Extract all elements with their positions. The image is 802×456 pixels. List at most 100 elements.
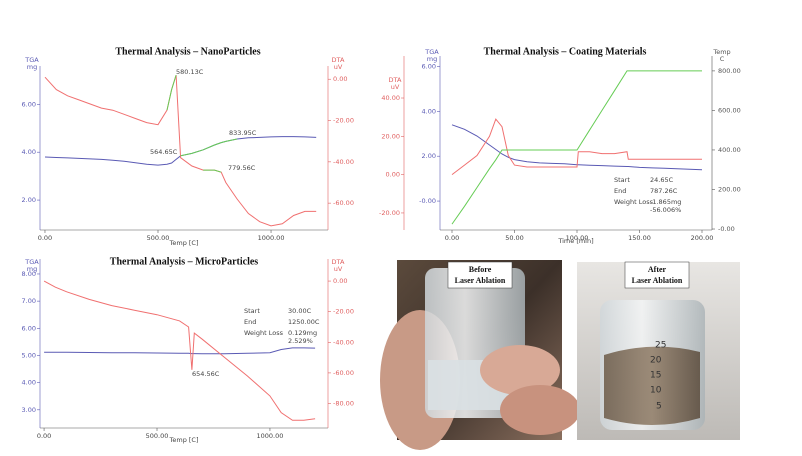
y-tick-label: 2.00: [22, 196, 36, 204]
data-line: [451, 70, 702, 225]
y2-tick-label: -40.00: [333, 338, 354, 346]
graduation: 25: [655, 341, 666, 351]
annotation: 779.56C: [228, 164, 256, 172]
y-axis-label: mg: [27, 265, 37, 273]
stat-text: Weight Loss: [244, 329, 284, 337]
photo-after: After Laser Ablation 25 20 15 10 5: [577, 261, 740, 440]
stat-text: 787.26C: [650, 187, 678, 195]
graduation: 5: [656, 402, 662, 412]
x-tick-label: 0.00: [38, 234, 52, 242]
stat-text: 2.529%: [288, 337, 313, 345]
stat-text: Start: [614, 176, 630, 184]
y-axis-label: TGA: [24, 56, 39, 64]
y2-tick-label: 40.00: [381, 94, 400, 102]
y2-axis-label: uV: [334, 265, 343, 273]
stat-text: End: [614, 187, 626, 195]
stat-text: 24.65C: [650, 176, 674, 184]
y2-tick-label: -20.00: [333, 308, 354, 316]
stat-text: -1.865mg: [650, 198, 681, 206]
y2-tick-label: -60.00: [333, 369, 354, 377]
y2-tick-label: -60.00: [333, 199, 354, 207]
y3-tick-label: 400.00: [718, 146, 741, 154]
y2-axis-label: DTA: [389, 76, 402, 84]
x-tick-label: 0.00: [37, 432, 51, 440]
y2-tick-label: 0.00: [386, 171, 400, 179]
annotation: 564.65C: [150, 148, 178, 156]
y2-tick-label: -80.00: [333, 400, 354, 408]
y2-tick-label: -20.00: [379, 209, 400, 217]
y-axis-label: TGA: [24, 258, 39, 266]
y-tick-label: -0.00: [419, 197, 436, 205]
graduation: 15: [650, 371, 661, 381]
x-tick-label: 1000.00: [258, 234, 285, 242]
x-tick-label: 150.00: [628, 234, 651, 242]
photo-label: After: [648, 265, 667, 274]
x-tick-label: 50.00: [505, 234, 524, 242]
chart-title: Thermal Analysis – NanoParticles: [115, 46, 260, 57]
data-line: [451, 118, 702, 175]
y2-tick-label: 0.00: [333, 277, 347, 285]
y-tick-label: 8.00: [22, 270, 36, 278]
photo-label: Before: [469, 265, 492, 274]
y-axis-label: TGA: [424, 48, 439, 56]
x-tick-label: 200.00: [691, 234, 714, 242]
x-axis-label: Time [min]: [557, 237, 593, 245]
stat-text: 30.00C: [288, 307, 312, 315]
y2-axis-label: DTA: [332, 258, 345, 266]
graduation: 10: [650, 386, 662, 396]
annotation: 654.56C: [192, 370, 220, 378]
annotation: 833.95C: [229, 129, 257, 137]
y2-tick-label: 0.00: [333, 75, 347, 83]
stat-text: End: [244, 318, 256, 326]
data-line: [44, 347, 316, 355]
x-tick-label: 500.00: [147, 234, 170, 242]
y3-tick-label: 600.00: [718, 106, 741, 114]
y2-axis-label: uV: [334, 63, 343, 71]
data-line: [180, 138, 238, 157]
y-tick-label: 6.00: [22, 100, 36, 108]
y-tick-label: 3.00: [22, 406, 36, 414]
graduation: 20: [650, 356, 662, 366]
x-tick-label: 100.00: [566, 234, 589, 242]
stat-text: 0.129mg: [288, 329, 317, 337]
y2-tick-label: -40.00: [333, 158, 354, 166]
y3-axis-label: Temp: [712, 48, 730, 56]
stat-text: 1250.00C: [288, 318, 320, 326]
y3-tick-label: 200.00: [718, 185, 741, 193]
photo-label: Laser Ablation: [632, 276, 683, 285]
chart-title: Thermal Analysis – MicroParticles: [110, 256, 259, 267]
y2-tick-label: -20.00: [333, 117, 354, 125]
y3-axis-label: C: [720, 55, 725, 63]
x-axis-label: Temp [C]: [169, 239, 199, 247]
y-tick-label: 6.00: [422, 62, 436, 70]
chart-title: Thermal Analysis – Coating Materials: [484, 46, 647, 57]
y-axis-label: mg: [427, 55, 437, 63]
y-axis-label: mg: [27, 63, 37, 71]
y-tick-label: 6.00: [22, 324, 36, 332]
y3-tick-label: 800.00: [718, 67, 741, 75]
x-tick-label: 0.00: [445, 234, 459, 242]
y2-axis-label: uV: [391, 83, 400, 91]
y-tick-label: 4.00: [422, 107, 436, 115]
y-tick-label: 2.00: [422, 152, 436, 160]
y2-axis-label: DTA: [332, 56, 345, 64]
y-tick-label: 4.00: [22, 379, 36, 387]
x-axis-label: Temp [C]: [169, 436, 199, 444]
stat-text: -56.006%: [650, 206, 681, 214]
y-tick-label: 4.00: [22, 148, 36, 156]
annotation: 580.13C: [176, 68, 204, 76]
photo-before: Before Laser Ablation: [380, 260, 580, 450]
y-tick-label: 7.00: [22, 297, 36, 305]
data-line: [44, 74, 317, 227]
data-line: [43, 280, 316, 421]
stat-text: Start: [244, 307, 260, 315]
y-tick-label: 5.00: [22, 351, 36, 359]
stat-text: Weight Loss: [614, 198, 654, 206]
y3-tick-label: -0.00: [718, 225, 735, 233]
data-line: [44, 136, 317, 166]
x-tick-label: 500.00: [146, 432, 169, 440]
x-tick-label: 1000.00: [257, 432, 284, 440]
y2-tick-label: 20.00: [381, 132, 400, 140]
data-line: [166, 74, 222, 173]
